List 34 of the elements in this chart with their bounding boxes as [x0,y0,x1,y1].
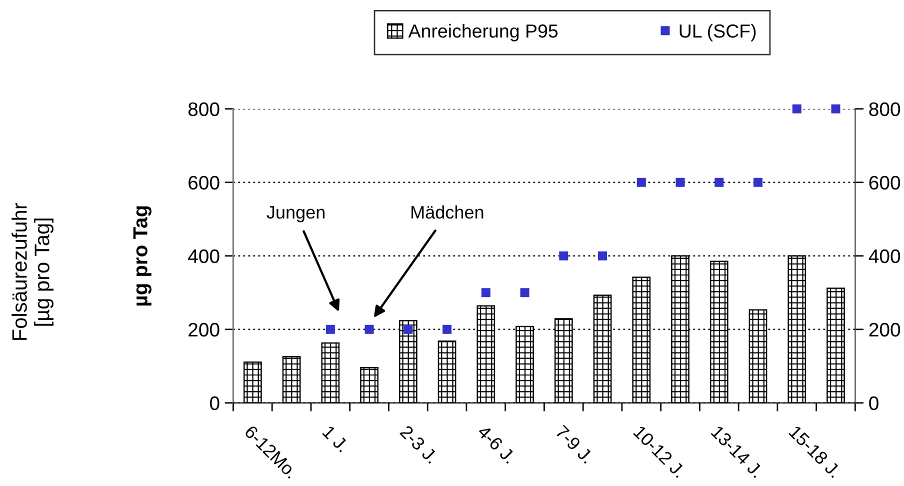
x-tick-label: 4-6 J. [476,424,516,464]
point [598,251,608,260]
point [636,178,646,187]
point [442,324,452,334]
point [831,104,840,114]
point [481,288,490,298]
y2-tick-label: 800 [869,102,900,116]
annotation: Mädchen [412,205,484,219]
point [754,178,763,187]
point [792,104,802,114]
y-tick-label: 0 [210,396,220,410]
y-tick-label: 200 [188,322,220,337]
point [520,288,530,298]
y2-tick-label: 400 [868,249,900,264]
legend-label: UL (SCF) [680,24,756,42]
y-tick-label: 800 [188,102,220,116]
x-tick-label: 1 J. [322,425,350,453]
y-tick-label: 600 [188,176,220,190]
point [559,251,568,260]
point [364,324,374,334]
point [404,324,413,334]
x-tick-label: 7-9 J. [554,424,594,464]
annotation: Jungen [266,206,324,222]
point [326,324,335,334]
y2-tick-label: 600 [869,176,900,190]
point [714,178,724,187]
y-tick-label: 400 [188,249,220,264]
y2-tick-label: 0 [869,396,878,410]
y2-tick-label: 200 [869,322,900,337]
text: Folsäurezufuhr [µg pro Tag] [12,203,54,340]
x-tick-label: 2-3 J. [399,424,439,464]
legend-label: Anreicherung P95 [408,24,558,42]
y-axis-title: µg pro Tag [133,206,152,306]
point [676,178,685,187]
